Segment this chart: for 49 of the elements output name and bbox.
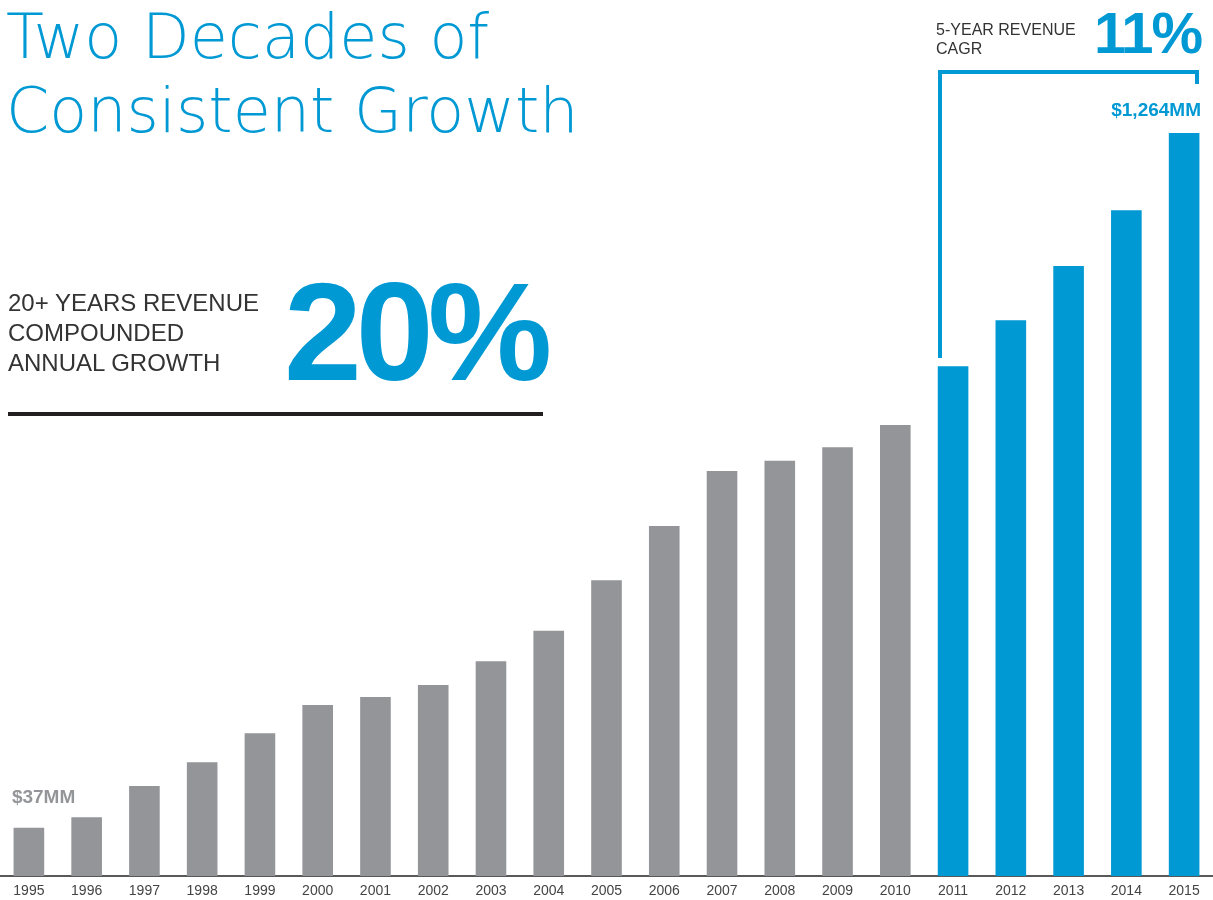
x-tick-label: 2007 [706, 882, 738, 898]
bar [129, 786, 160, 876]
x-tick-label: 1999 [244, 882, 276, 898]
bar [244, 733, 276, 876]
bar [591, 580, 622, 876]
bar [13, 827, 45, 876]
x-tick-label: 2003 [475, 882, 507, 898]
x-tick-label: 2013 [1053, 882, 1085, 898]
x-tick-label: 2011 [938, 882, 969, 898]
bar [1111, 210, 1142, 876]
x-tick-label: 1997 [128, 882, 161, 898]
x-tick-label: 2004 [533, 882, 565, 898]
bar [706, 471, 738, 876]
x-tick-label: 2008 [764, 882, 796, 898]
annotation: $1,264MM [1111, 99, 1201, 121]
x-tick-label: 2012 [995, 882, 1027, 898]
x-tick-label: 2005 [590, 882, 623, 898]
bar [360, 696, 391, 876]
x-tick-label: 1996 [71, 882, 103, 898]
x-tick-label: 2010 [879, 882, 912, 898]
bar [880, 425, 911, 876]
bar [937, 366, 969, 876]
bar [648, 526, 680, 876]
bar [71, 817, 102, 876]
text: 11% [1094, 0, 1201, 65]
bar [475, 661, 507, 876]
annotation: 20+ YEARS REVENUE COMPOUNDED ANNUAL GROWTH [8, 288, 260, 378]
bar [822, 447, 853, 876]
annotation: 20% [284, 253, 547, 410]
x-tick-label: 2009 [821, 882, 854, 898]
x-tick-label: 2015 [1168, 882, 1200, 898]
bar [995, 320, 1027, 876]
bar [1168, 133, 1200, 876]
x-tick-label: 1995 [13, 882, 45, 898]
bar [1053, 266, 1084, 876]
x-tick-label: 1998 [186, 882, 218, 898]
bar [417, 685, 449, 876]
x-tick-label: 2001 [359, 882, 392, 898]
text: 5-YEAR REVENUE CAGR [936, 20, 1077, 58]
bar [533, 630, 565, 876]
x-tick-label: 2006 [648, 882, 681, 898]
x-tick-label: 2002 [417, 882, 449, 898]
x-tick-label: 2014 [1110, 882, 1143, 898]
bar [302, 705, 333, 876]
chart-title: Two Decades of Consistent Growth [6, 0, 580, 148]
annotation: $37MM [11, 785, 76, 808]
bar [764, 460, 796, 876]
x-tick-label: 2000 [302, 882, 334, 898]
bar [186, 762, 218, 876]
